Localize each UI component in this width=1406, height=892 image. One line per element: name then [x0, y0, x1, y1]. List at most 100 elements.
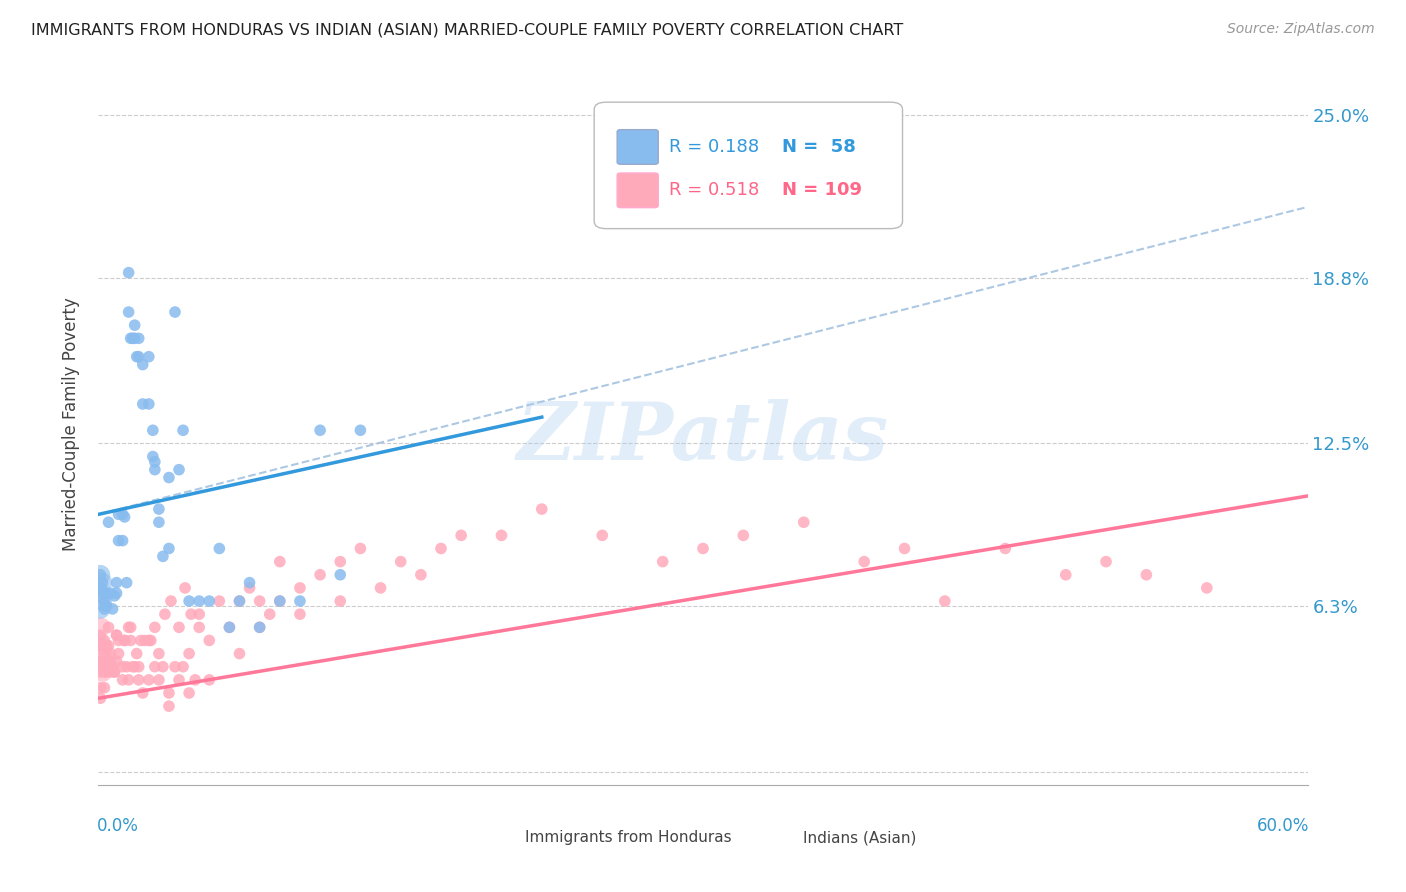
Point: [100, 665, 122, 679]
Point: [167, 463, 190, 477]
Point: [148, 673, 170, 687]
Point: [111, 659, 134, 673]
Text: R = 0.188: R = 0.188: [669, 138, 759, 156]
Point: [97, 639, 120, 653]
Point: [409, 567, 432, 582]
Point: [152, 659, 174, 673]
Point: [120, 331, 142, 345]
Point: [97, 620, 120, 634]
Point: [138, 673, 160, 687]
Point: [228, 647, 250, 661]
Point: [249, 620, 271, 634]
Point: [89, 655, 111, 669]
Point: [450, 528, 472, 542]
Point: [530, 502, 553, 516]
Point: [1135, 567, 1157, 582]
Point: [105, 628, 128, 642]
Point: [111, 508, 134, 522]
Point: [101, 602, 124, 616]
Point: [309, 567, 332, 582]
Point: [118, 266, 141, 280]
Text: Source: ZipAtlas.com: Source: ZipAtlas.com: [1227, 22, 1375, 37]
Point: [120, 620, 142, 634]
Point: [89, 665, 111, 679]
Point: [994, 541, 1017, 556]
FancyBboxPatch shape: [768, 826, 799, 849]
Point: [198, 594, 221, 608]
Point: [329, 555, 352, 569]
Text: N =  58: N = 58: [782, 138, 855, 156]
Point: [128, 673, 150, 687]
Point: [259, 607, 281, 622]
Point: [89, 567, 111, 582]
Point: [228, 594, 250, 608]
Point: [179, 647, 201, 661]
Point: [143, 463, 166, 477]
Point: [124, 331, 146, 345]
Point: [96, 599, 118, 614]
Point: [733, 528, 755, 542]
Point: [103, 589, 125, 603]
Point: [934, 594, 956, 608]
Point: [143, 659, 166, 673]
Point: [97, 515, 120, 529]
Point: [172, 423, 194, 437]
Point: [93, 659, 115, 673]
Point: [107, 508, 129, 522]
Point: [89, 620, 111, 634]
Point: [853, 555, 876, 569]
Point: [239, 581, 262, 595]
Point: [105, 628, 128, 642]
Point: [218, 620, 240, 634]
Text: ZIPatlas: ZIPatlas: [517, 400, 889, 477]
Point: [138, 350, 160, 364]
Point: [96, 586, 118, 600]
Text: 0.0%: 0.0%: [97, 817, 139, 836]
Point: [100, 586, 122, 600]
Point: [96, 665, 118, 679]
Point: [96, 655, 118, 669]
Point: [115, 575, 138, 590]
Point: [249, 620, 271, 634]
Point: [121, 659, 143, 673]
Point: [100, 655, 122, 669]
Point: [174, 581, 197, 595]
Point: [692, 541, 714, 556]
Text: 60.0%: 60.0%: [1257, 817, 1309, 836]
Point: [114, 633, 136, 648]
Point: [89, 639, 111, 653]
Point: [89, 691, 111, 706]
Point: [125, 350, 148, 364]
Point: [89, 602, 111, 616]
Point: [172, 659, 194, 673]
Point: [93, 594, 115, 608]
Point: [91, 575, 114, 590]
Text: IMMIGRANTS FROM HONDURAS VS INDIAN (ASIAN) MARRIED-COUPLE FAMILY POVERTY CORRELA: IMMIGRANTS FROM HONDURAS VS INDIAN (ASIA…: [31, 22, 903, 37]
Point: [89, 681, 111, 695]
Point: [157, 699, 180, 714]
Point: [91, 639, 114, 653]
Point: [288, 594, 311, 608]
Text: Immigrants from Honduras: Immigrants from Honduras: [526, 830, 733, 846]
Point: [128, 659, 150, 673]
Point: [1054, 567, 1077, 582]
Point: [107, 533, 129, 548]
Point: [188, 607, 211, 622]
Point: [101, 659, 124, 673]
Point: [93, 681, 115, 695]
Point: [370, 581, 392, 595]
Point: [89, 586, 111, 600]
Point: [93, 647, 115, 661]
Point: [89, 639, 111, 653]
FancyBboxPatch shape: [617, 129, 658, 164]
Point: [1095, 555, 1118, 569]
Point: [142, 450, 165, 464]
Point: [132, 358, 155, 372]
Point: [239, 575, 262, 590]
Point: [120, 633, 142, 648]
Point: [125, 647, 148, 661]
Point: [430, 541, 453, 556]
Point: [114, 510, 136, 524]
Point: [118, 620, 141, 634]
Text: N = 109: N = 109: [782, 181, 862, 199]
